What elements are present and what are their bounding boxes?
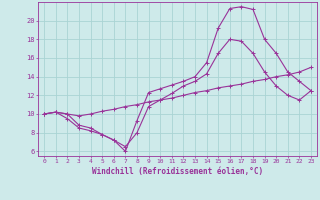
X-axis label: Windchill (Refroidissement éolien,°C): Windchill (Refroidissement éolien,°C) (92, 167, 263, 176)
